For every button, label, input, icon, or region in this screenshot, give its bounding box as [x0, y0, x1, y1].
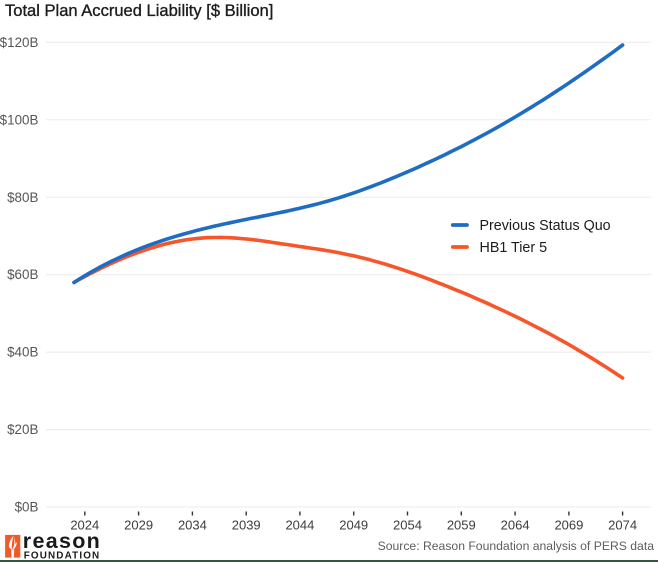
svg-text:HB1 Tier 5: HB1 Tier 5	[480, 240, 548, 256]
svg-text:FOUNDATION: FOUNDATION	[24, 550, 100, 561]
svg-text:2069: 2069	[554, 518, 583, 533]
svg-text:$40B: $40B	[7, 345, 38, 360]
svg-text:reason: reason	[23, 530, 100, 553]
svg-text:$80B: $80B	[7, 190, 38, 205]
svg-text:2074: 2074	[608, 518, 637, 533]
svg-text:2054: 2054	[393, 518, 422, 533]
svg-text:2064: 2064	[501, 518, 530, 533]
svg-text:2034: 2034	[178, 518, 207, 533]
svg-text:Previous Status Quo: Previous Status Quo	[480, 218, 611, 234]
svg-text:$0B: $0B	[15, 500, 39, 515]
svg-text:2039: 2039	[232, 518, 261, 533]
svg-text:2059: 2059	[447, 518, 476, 533]
svg-text:2029: 2029	[124, 518, 153, 533]
svg-text:2044: 2044	[285, 518, 314, 533]
svg-text:2049: 2049	[339, 518, 368, 533]
svg-text:$60B: $60B	[7, 267, 38, 282]
svg-text:$20B: $20B	[7, 422, 38, 437]
svg-text:2024: 2024	[70, 518, 99, 533]
svg-text:$120B: $120B	[0, 35, 38, 50]
svg-text:$100B: $100B	[0, 112, 38, 127]
